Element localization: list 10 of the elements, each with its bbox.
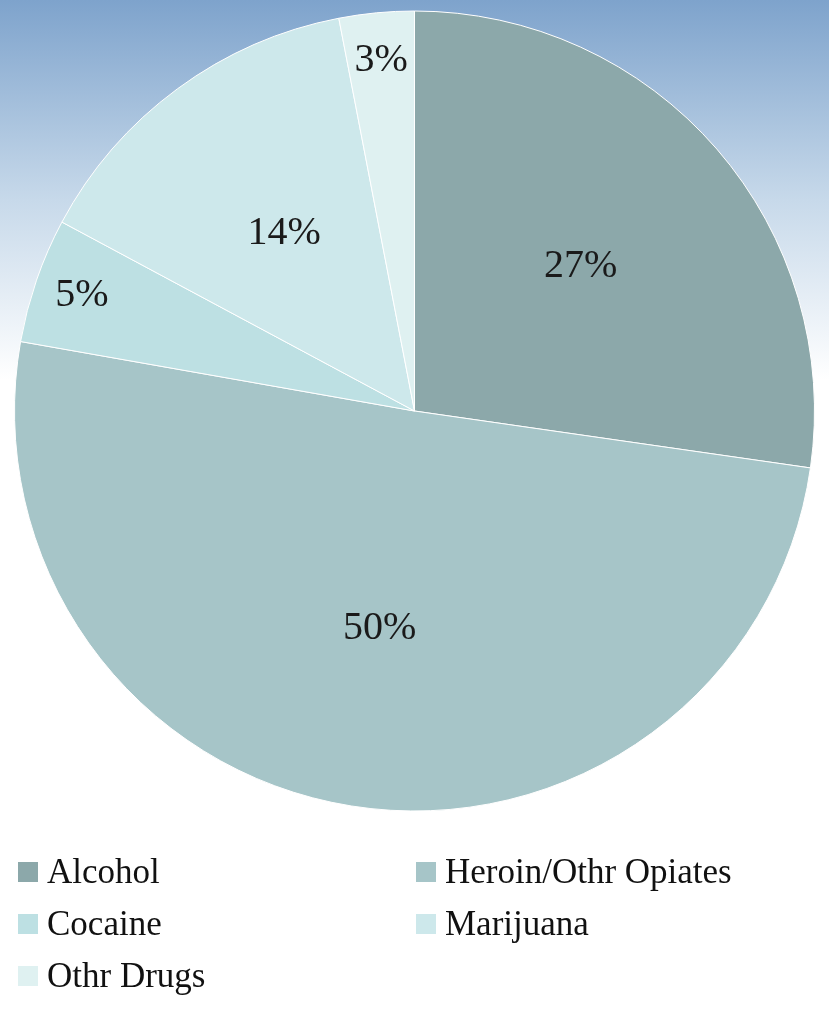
legend-label: Alcohol bbox=[47, 852, 160, 892]
data-label: 27% bbox=[544, 241, 618, 287]
legend-label: Cocaine bbox=[47, 904, 162, 944]
legend-label: Marijuana bbox=[445, 904, 589, 944]
data-label: 5% bbox=[55, 270, 109, 316]
data-label: 3% bbox=[354, 35, 408, 81]
data-label: 14% bbox=[247, 208, 321, 254]
legend-label: Othr Drugs bbox=[47, 956, 206, 996]
slice-label: Heroin/Othr Opiates bbox=[445, 852, 732, 892]
data-label: 50% bbox=[343, 602, 417, 648]
